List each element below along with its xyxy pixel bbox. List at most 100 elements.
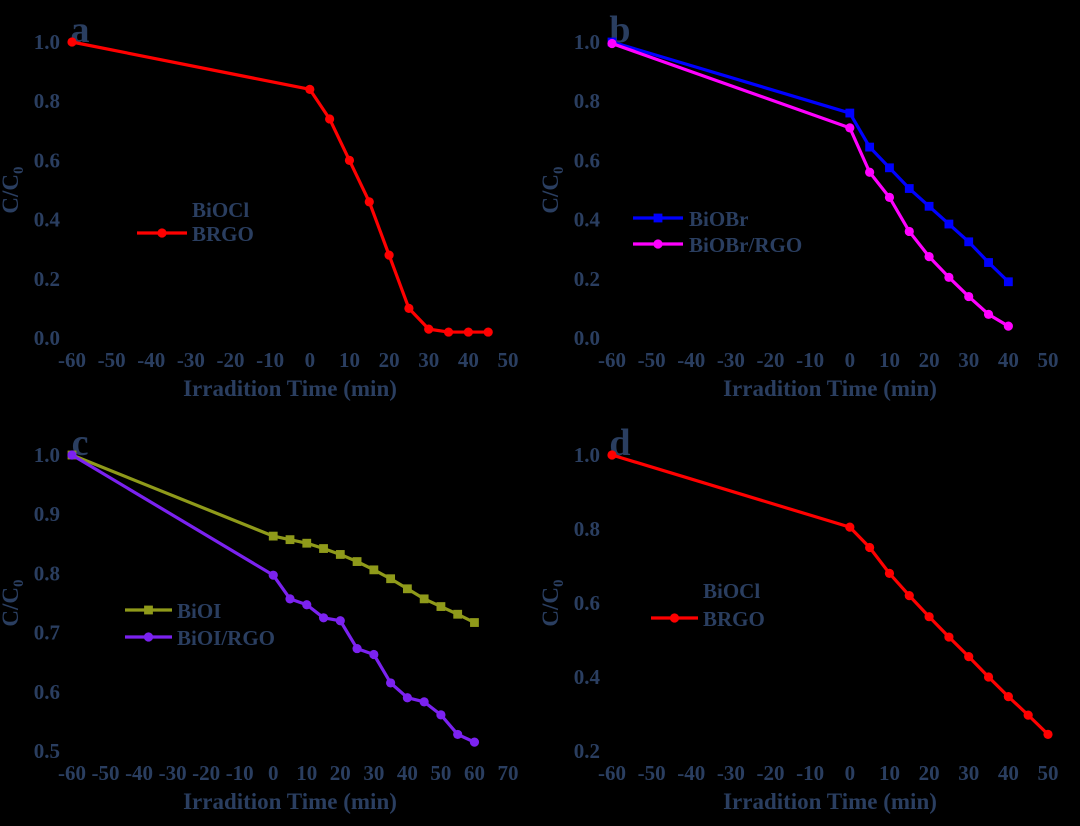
x-tick-label: 30	[958, 761, 979, 785]
x-tick-label: -30	[717, 761, 745, 785]
data-point	[364, 197, 374, 207]
y-tick-label: 0.2	[34, 267, 60, 291]
x-axis-title: Irradition Time (min)	[183, 789, 397, 814]
x-tick-label: -40	[137, 348, 165, 372]
data-point	[386, 574, 396, 584]
legend-label-BiOBr/RGO: BiOBr/RGO	[689, 233, 802, 257]
data-point	[865, 142, 875, 152]
y-tick-label: 0.4	[574, 208, 601, 232]
chart-panel-c: -60 -50 -40 -30 -20 -10 0 10 20 30 40 50 60 700.50.60…	[0, 422, 519, 814]
data-point	[453, 609, 463, 619]
y-tick-label: 0.0	[574, 326, 600, 350]
series-markers-BiOBr/RGO	[607, 38, 1013, 331]
data-point	[386, 678, 396, 688]
data-point	[885, 163, 894, 173]
legend-marker	[144, 605, 153, 615]
chart-panel-d: -60 -50 -40 -30 -20 -10 0 10 20 30 40 500.20.40.60.…	[540, 422, 1059, 814]
data-point	[419, 697, 429, 707]
x-tick-label: -20	[757, 761, 785, 785]
y-tick-label: 0.8	[34, 561, 60, 585]
x-tick-label: 0	[845, 348, 856, 372]
legend-marker	[653, 213, 663, 223]
x-tick-label: -50	[638, 761, 666, 785]
series-line-BiOBr/RGO	[610, 41, 1010, 328]
legend: BiOI BiOI/RGO	[125, 599, 275, 650]
data-point	[1023, 710, 1033, 720]
data-point	[884, 568, 895, 578]
data-point	[302, 600, 312, 610]
data-point	[904, 184, 914, 193]
data-point	[352, 557, 362, 566]
data-point	[984, 258, 993, 267]
data-point	[419, 594, 429, 604]
data-point	[369, 565, 379, 575]
y-tick-label: 0.8	[34, 89, 60, 113]
data-point	[369, 649, 379, 660]
data-point	[964, 291, 974, 302]
x-tick-label: 30	[363, 761, 384, 785]
y-axis-title: C/C0	[540, 579, 567, 626]
legend-label-BiOCl: BiOCl	[703, 579, 760, 603]
x-tick-label: -20	[192, 761, 220, 785]
data-point	[944, 219, 954, 229]
data-point	[67, 450, 77, 460]
y-tick-label: 0.7	[34, 621, 60, 645]
x-tick-label: -10	[796, 348, 824, 372]
y-tick-label: 1.0	[34, 443, 60, 467]
legend-marker	[143, 632, 154, 642]
data-point	[424, 324, 434, 334]
legend-label-BRGO: BRGO	[192, 222, 254, 246]
x-tick-label: 70	[498, 761, 519, 785]
y-tick-label: 0.6	[574, 591, 600, 615]
legend: BiOCl BRGO	[651, 579, 765, 631]
data-point	[268, 570, 278, 580]
legend-label-BRGO: BRGO	[703, 607, 765, 631]
x-tick-label: -40	[677, 348, 705, 372]
y-tick-labels: 0.0 0.2 0.4 0.6 0.8 1.0	[34, 30, 61, 350]
x-tick-label: 30	[958, 348, 979, 372]
y-tick-label: 1.0	[574, 443, 600, 467]
y-tick-label: 0.6	[574, 148, 600, 172]
x-tick-label: 60	[464, 761, 485, 785]
x-tick-label: 0	[845, 761, 856, 785]
x-tick-label: 40	[458, 348, 479, 372]
x-tick-label: 10	[296, 761, 317, 785]
x-tick-label: -30	[177, 348, 205, 372]
data-point	[384, 250, 394, 260]
chart-panel-a: -60 -50 -40 -30 -20 -10 0 10 20 30 40 500.00.20.40.…	[0, 9, 519, 401]
y-axis-title: C/C0	[0, 166, 27, 213]
y-tick-label: 0.4	[34, 208, 61, 232]
data-point	[1003, 321, 1013, 331]
data-point	[318, 613, 329, 623]
data-point	[1043, 729, 1053, 739]
y-axis-title: C/C0	[0, 579, 27, 626]
x-tick-label: 0	[268, 761, 279, 785]
y-tick-labels: 0.2 0.4 0.6 0.8 1.0	[574, 443, 601, 763]
x-tick-label: 20	[379, 348, 400, 372]
data-point	[443, 327, 454, 337]
x-tick-label: -50	[92, 761, 120, 785]
x-tick-labels: -60 -50 -40 -30 -20 -10 0 10 20 30 40 50	[58, 348, 519, 372]
x-tick-label: 20	[330, 761, 351, 785]
data-point	[865, 167, 875, 177]
y-tick-label: 0.8	[574, 89, 600, 113]
chart-panel-b: -60 -50 -40 -30 -20 -10 0 10 20 30 40 500.00.20.40.…	[540, 9, 1059, 401]
y-tick-label: 0.4	[574, 665, 601, 689]
data-point	[344, 155, 355, 165]
data-point	[845, 108, 855, 118]
data-point	[983, 672, 994, 682]
x-tick-label: -50	[98, 348, 126, 372]
y-tick-label: 1.0	[34, 30, 60, 54]
x-tick-label: 0	[305, 348, 316, 372]
x-tick-label: 50	[1038, 761, 1059, 785]
data-point	[470, 618, 479, 627]
x-axis-title: Irradition Time (min)	[723, 789, 937, 814]
data-point	[964, 237, 974, 247]
data-point	[483, 327, 493, 337]
y-tick-labels: 0.0 0.2 0.4 0.6 0.8 1.0	[574, 30, 601, 350]
y-tick-label: 0.2	[574, 739, 600, 763]
y-tick-label: 0.6	[34, 680, 60, 704]
x-tick-label: -60	[598, 348, 626, 372]
series-markers-BRGO	[67, 37, 493, 337]
